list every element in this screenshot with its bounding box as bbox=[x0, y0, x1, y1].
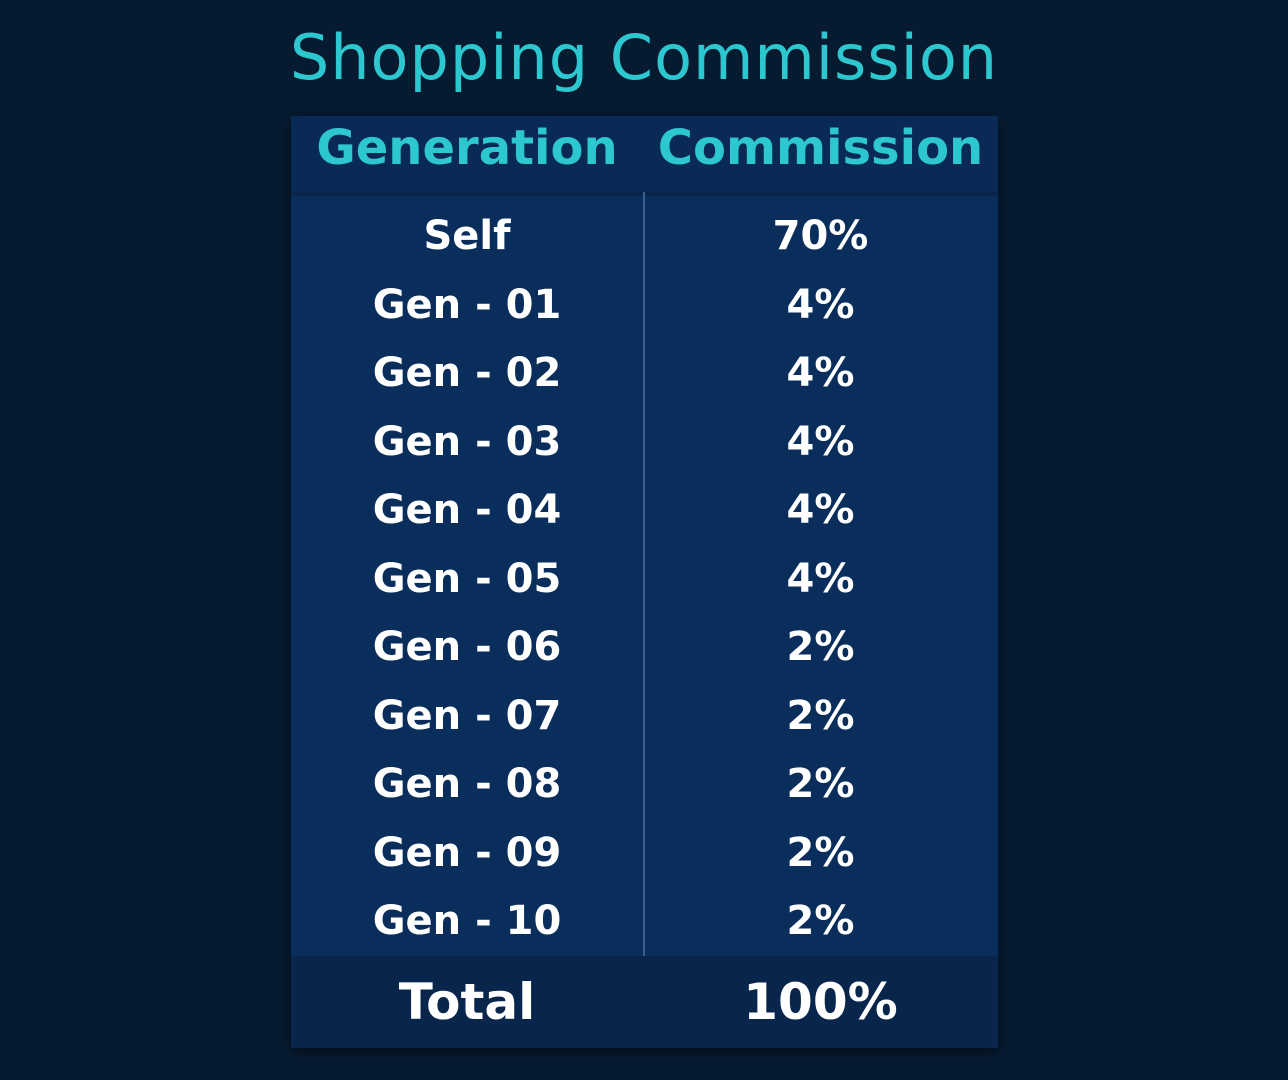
table-footer: Total 100% bbox=[291, 956, 998, 1048]
commission-cell: 2% bbox=[786, 829, 855, 876]
table-row: Gen - 03 4% bbox=[291, 408, 998, 477]
column-divider bbox=[643, 192, 645, 956]
commission-cell: 4% bbox=[786, 555, 855, 602]
commission-cell: 2% bbox=[786, 692, 855, 739]
generation-cell: Gen - 06 bbox=[372, 624, 562, 670]
total-value: 100% bbox=[743, 973, 898, 1031]
table-header: Generation Commission bbox=[291, 116, 998, 196]
table-row: Gen - 05 4% bbox=[291, 545, 998, 614]
table-row: Gen - 06 2% bbox=[291, 613, 998, 682]
table-row: Gen - 10 2% bbox=[291, 887, 998, 956]
generation-cell: Gen - 08 bbox=[372, 761, 562, 807]
table-row: Gen - 02 4% bbox=[291, 339, 998, 408]
commission-cell: 2% bbox=[786, 898, 855, 944]
generation-cell: Gen - 03 bbox=[372, 418, 562, 465]
commission-cell: 2% bbox=[786, 624, 855, 670]
table-row: Gen - 04 4% bbox=[291, 476, 998, 545]
table-row: Gen - 09 2% bbox=[291, 819, 998, 888]
total-label: Total bbox=[398, 973, 536, 1031]
table-row: Gen - 07 2% bbox=[291, 682, 998, 751]
commission-cell: 2% bbox=[786, 761, 855, 807]
table-row: Gen - 08 2% bbox=[291, 750, 998, 819]
commission-cell: 4% bbox=[786, 418, 855, 465]
table-row: Gen - 01 4% bbox=[291, 271, 998, 340]
commission-table: Generation Commission Self 70% Gen - 01 … bbox=[291, 116, 998, 1048]
commission-cell: 4% bbox=[786, 487, 855, 533]
table-row: Self 70% bbox=[291, 202, 998, 271]
commission-cell: 70% bbox=[772, 213, 869, 259]
header-commission: Commission bbox=[657, 120, 984, 176]
generation-cell: Gen - 02 bbox=[372, 350, 562, 396]
generation-cell: Gen - 05 bbox=[372, 555, 562, 602]
generation-cell: Gen - 09 bbox=[372, 829, 562, 876]
generation-cell: Self bbox=[423, 213, 511, 259]
table-body: Self 70% Gen - 01 4% Gen - 02 4% Gen - 0… bbox=[291, 202, 998, 956]
generation-cell: Gen - 04 bbox=[372, 487, 562, 533]
header-generation: Generation bbox=[316, 120, 618, 176]
commission-cell: 4% bbox=[786, 281, 855, 328]
generation-cell: Gen - 01 bbox=[372, 281, 562, 328]
generation-cell: Gen - 10 bbox=[372, 898, 562, 944]
generation-cell: Gen - 07 bbox=[372, 692, 562, 739]
page-title: Shopping Commission bbox=[289, 21, 999, 94]
commission-cell: 4% bbox=[786, 350, 855, 396]
